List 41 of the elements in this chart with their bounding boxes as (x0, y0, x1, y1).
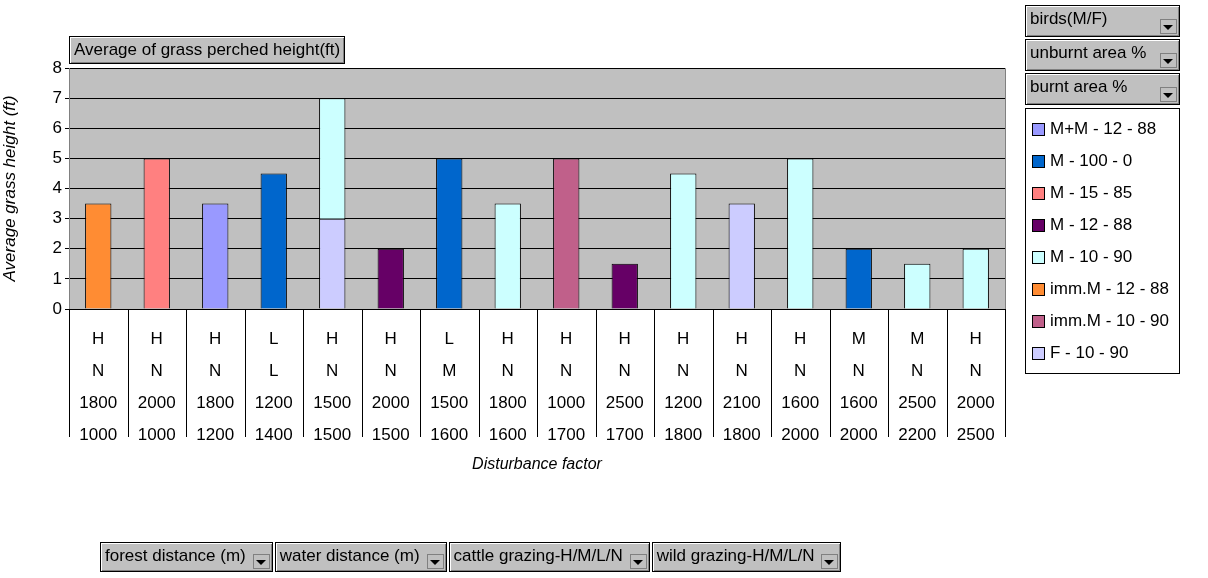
y-tick-label: 2 (52, 238, 62, 258)
x-tick-label: H N 1000 1700 (547, 328, 586, 444)
x-tick-label: H N 2000 1000 (137, 328, 176, 444)
x-tick-label: M N 2500 2200 (898, 328, 937, 444)
chart-title: Average of grass perched height(ft) (69, 36, 346, 64)
x-tick-label: H N 1800 1000 (79, 328, 118, 444)
y-tick-label: 5 (52, 148, 62, 168)
legend-label: M - 15 - 85 (1050, 183, 1133, 203)
x-tick-label: H N 1500 1500 (313, 328, 352, 444)
legend-label: imm.M - 10 - 90 (1050, 311, 1170, 331)
x-tick-label: H N 1800 1600 (488, 328, 527, 444)
x-tick-label: H N 2000 1500 (371, 328, 410, 444)
x-tick-label: H N 2100 1800 (722, 328, 761, 444)
legend-label: M+M - 12 - 88 (1050, 119, 1157, 139)
x-tick-label: L L 1200 1400 (254, 328, 293, 444)
legend-title: birds(M/F) unburnt area % burnt area % (1029, 8, 1148, 98)
y-tick-label: 7 (52, 87, 62, 107)
text: forest distance (m) (100, 542, 273, 572)
x-tick-label: M N 1600 2000 (839, 328, 878, 444)
x-axis-title: Disturbance factor (472, 454, 603, 472)
y-axis-title: Average grass height (ft) (0, 95, 19, 283)
legend-label: M - 100 - 0 (1050, 151, 1133, 171)
x-tick-label: H N 2500 1700 (605, 328, 644, 444)
x-tick-label: L M 1500 1600 (430, 328, 469, 444)
legend-label: imm.M - 12 - 88 (1050, 279, 1170, 299)
y-tick-label: 1 (52, 268, 62, 288)
text: cattle grazing-H/M/L/N (448, 542, 650, 572)
x-tick-label: H N 1600 2000 (781, 328, 820, 444)
x-tick-label: H N 1200 1800 (664, 328, 703, 444)
legend-label: M - 10 - 90 (1050, 247, 1133, 267)
x-tick-label: H N 1800 1200 (196, 328, 235, 444)
text: wild grazing-H/M/L/N (651, 542, 842, 572)
legend-label: M - 12 - 88 (1050, 215, 1133, 235)
y-tick-label: 6 (52, 117, 62, 137)
y-tick-label: 0 (52, 298, 62, 318)
y-tick-label: 3 (52, 208, 62, 228)
x-tick-label: H N 2000 2500 (956, 328, 995, 444)
y-tick-label: 4 (52, 178, 62, 198)
text: water distance (m) (274, 542, 447, 572)
legend-label: F - 10 - 90 (1050, 343, 1129, 363)
y-tick-label: 8 (52, 57, 62, 77)
